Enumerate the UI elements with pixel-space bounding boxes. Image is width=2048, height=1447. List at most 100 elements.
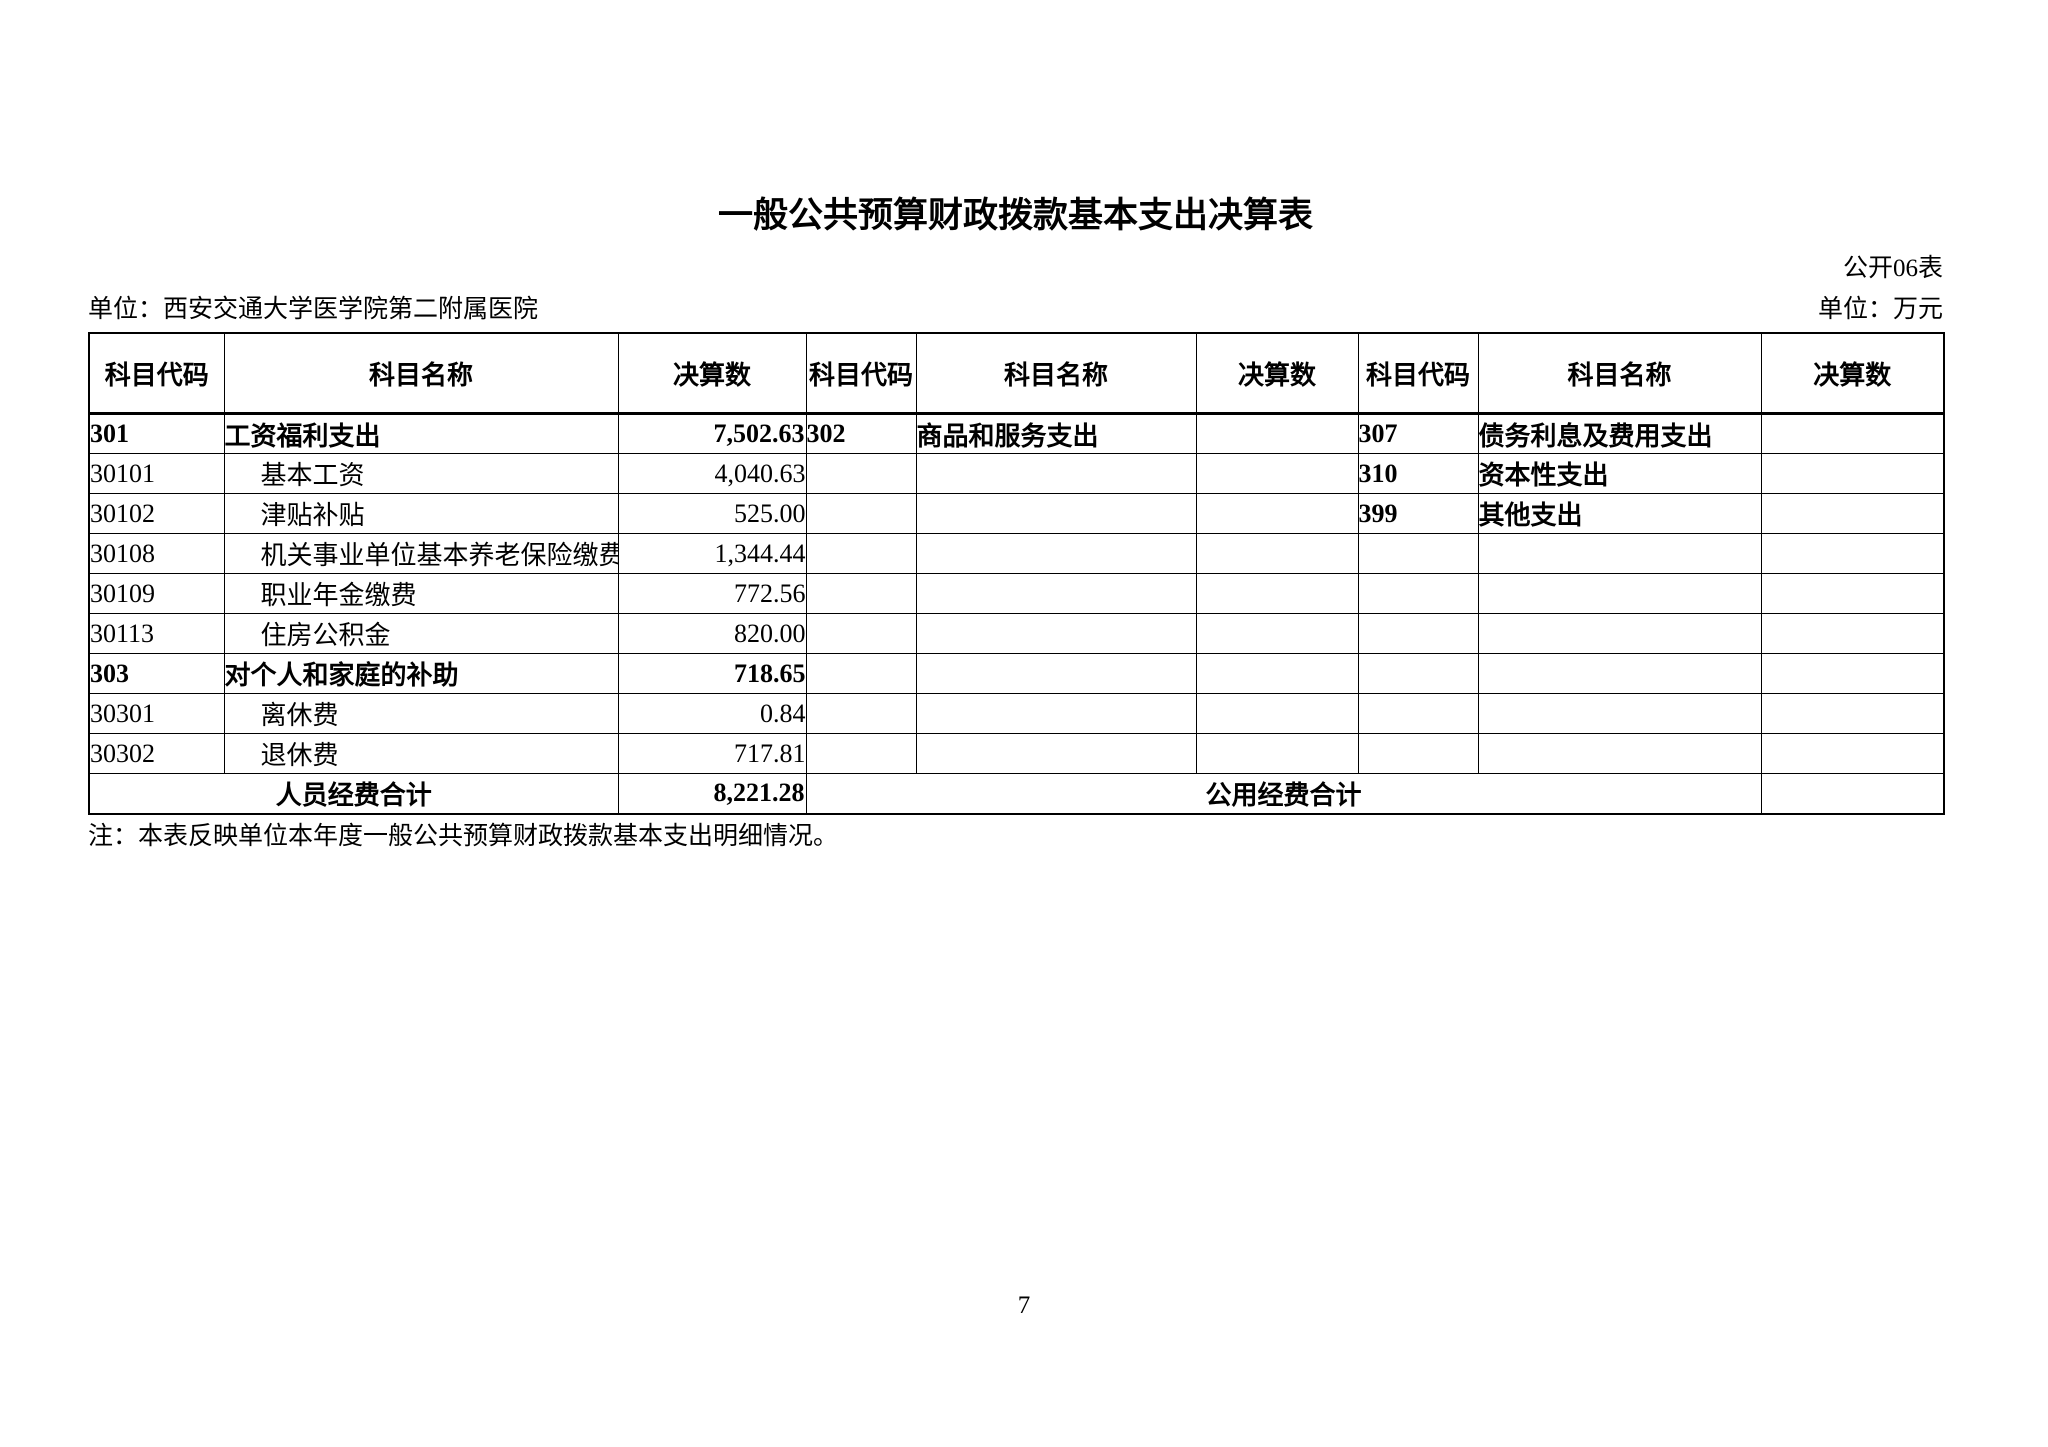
subject-code-cell: 302 [805,413,917,454]
subject-code-cell [1357,613,1479,654]
table-note: 注：本表反映单位本年度一般公共预算财政拨款基本支出明细情况。 [88,822,839,850]
amount-cell [1195,493,1359,534]
subject-code-cell: 399 [1357,493,1479,534]
public-total-label: 公用经费合计 [805,773,1762,814]
subject-code-cell [1357,533,1479,574]
amount-cell [1760,693,1945,734]
amount-cell: 772.56 [617,573,807,614]
subject-name-cell: 津贴补贴 [223,493,619,534]
column-header-value-3: 决算数 [1760,332,1945,415]
subject-code-cell [1357,693,1479,734]
document-page: 一般公共预算财政拨款基本支出决算表 公开06表 单位：西安交通大学医学院第二附属… [88,196,1945,850]
amount-cell: 820.00 [617,613,807,654]
subject-code-cell: 310 [1357,453,1479,494]
subject-code-cell: 301 [88,413,225,454]
subject-code-cell [805,733,917,774]
amount-cell [1195,533,1359,574]
column-header-name-2: 科目名称 [915,332,1197,415]
amount-cell [1195,573,1359,614]
table-row: 30108 机关事业单位基本养老保险缴费 1,344.44 [88,533,1945,574]
subject-name-cell [1477,653,1762,694]
unit-name-label: 单位：西安交通大学医学院第二附属医院 [88,296,539,323]
subject-code-cell [805,533,917,574]
subject-name-cell [1477,573,1762,614]
column-header-value-1: 决算数 [617,332,807,415]
table-row: 30301 离休费 0.84 [88,693,1945,734]
header-row: 科目代码 科目名称 决算数 科目代码 科目名称 决算数 科目代码 科目名称 决算… [88,332,1945,415]
amount-cell: 4,040.63 [617,453,807,494]
amount-cell [1195,413,1359,454]
amount-cell [1760,733,1945,774]
table-row: 303 对个人和家庭的补助 718.65 [88,653,1945,694]
subject-name-cell: 对个人和家庭的补助 [223,653,619,694]
column-header-code-3: 科目代码 [1357,332,1479,415]
page-number: 7 [1017,1292,1031,1319]
subject-name-cell: 离休费 [223,693,619,734]
amount-cell: 0.84 [617,693,807,734]
subject-code-cell [805,693,917,734]
unit-info-row: 单位：西安交通大学医学院第二附属医院 单位：万元 [88,296,1943,324]
expenditure-table: 科目代码 科目名称 决算数 科目代码 科目名称 决算数 科目代码 科目名称 决算… [88,332,1945,815]
public-total-value [1760,773,1945,814]
table-row: 30113 住房公积金 820.00 [88,613,1945,654]
subject-code-cell [805,453,917,494]
subject-code-cell [1357,573,1479,614]
subject-code-cell: 30113 [88,613,225,654]
subject-name-cell: 退休费 [223,733,619,774]
amount-cell [1760,533,1945,574]
amount-cell [1195,693,1359,734]
subject-code-cell: 30108 [88,533,225,574]
subject-name-cell [915,573,1197,614]
form-code-label: 公开06表 [1842,255,1943,282]
amount-cell [1760,613,1945,654]
subject-name-cell [915,453,1197,494]
subject-code-cell: 30101 [88,453,225,494]
unit-measure-label: 单位：万元 [1817,296,1943,323]
subject-name-cell: 住房公积金 [223,613,619,654]
subject-name-cell [915,613,1197,654]
subject-name-cell [915,733,1197,774]
subject-code-cell: 30102 [88,493,225,534]
personnel-total-label: 人员经费合计 [88,773,619,814]
amount-cell [1760,573,1945,614]
amount-cell: 717.81 [617,733,807,774]
table-row: 30109 职业年金缴费 772.56 [88,573,1945,614]
subject-name-cell [915,693,1197,734]
subject-name-cell [1477,693,1762,734]
amount-cell [1760,413,1945,454]
subject-code-cell [805,573,917,614]
subject-code-cell: 30302 [88,733,225,774]
amount-cell: 718.65 [617,653,807,694]
subject-code-cell: 30109 [88,573,225,614]
subject-code-cell [805,613,917,654]
column-header-code-1: 科目代码 [88,332,225,415]
page-title: 一般公共预算财政拨款基本支出决算表 [717,196,1313,235]
column-header-code-2: 科目代码 [805,332,917,415]
totals-row: 人员经费合计 8,221.28 公用经费合计 [88,773,1945,814]
subject-code-cell [805,653,917,694]
amount-cell [1195,653,1359,694]
amount-cell [1195,733,1359,774]
table-row: 30302 退休费 717.81 [88,733,1945,774]
subject-name-cell: 工资福利支出 [223,413,619,454]
subject-name-cell [915,493,1197,534]
subject-name-cell [1477,733,1762,774]
subject-name-cell: 机关事业单位基本养老保险缴费 [223,533,619,574]
subject-name-cell: 资本性支出 [1477,453,1762,494]
subject-code-cell: 303 [88,653,225,694]
subject-name-cell [915,653,1197,694]
amount-cell [1195,453,1359,494]
column-header-name-3: 科目名称 [1477,332,1762,415]
subject-name-cell: 职业年金缴费 [223,573,619,614]
amount-cell [1760,653,1945,694]
subject-code-cell [805,493,917,534]
table-row: 30102 津贴补贴 525.00 399 其他支出 [88,493,1945,534]
subject-name-cell: 其他支出 [1477,493,1762,534]
subject-name-cell: 商品和服务支出 [915,413,1197,454]
table-row: 301 工资福利支出 7,502.63 302 商品和服务支出 307 债务利息… [88,413,1945,454]
table-row: 30101 基本工资 4,040.63 310 资本性支出 [88,453,1945,494]
subject-name-cell: 债务利息及费用支出 [1477,413,1762,454]
column-header-value-2: 决算数 [1195,332,1359,415]
subject-code-cell: 30301 [88,693,225,734]
subject-code-cell: 307 [1357,413,1479,454]
